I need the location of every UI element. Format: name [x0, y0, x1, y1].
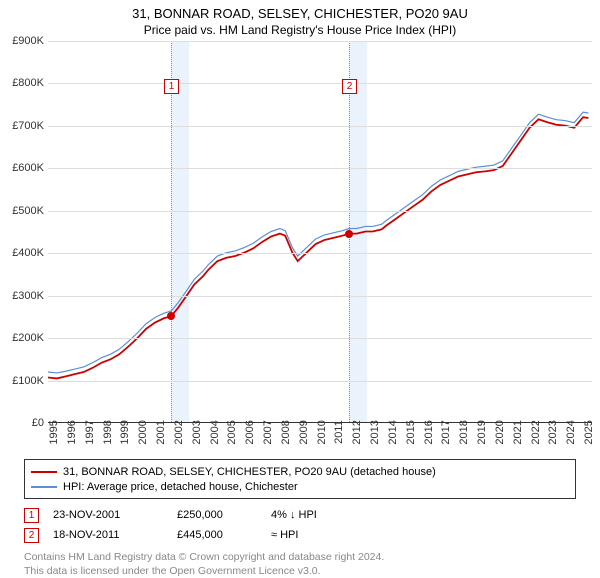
legend-label: 31, BONNAR ROAD, SELSEY, CHICHESTER, PO2…	[63, 466, 436, 478]
x-tick-label: 2024	[565, 413, 577, 437]
y-tick-label: £100K	[12, 375, 44, 387]
sale-hpi: ≈ HPI	[271, 529, 361, 541]
chart-title: 31, BONNAR ROAD, SELSEY, CHICHESTER, PO2…	[0, 0, 600, 21]
x-tick-label: 2021	[512, 413, 524, 437]
x-tick-label: 2018	[458, 413, 470, 437]
x-tick-label: 2013	[369, 413, 381, 437]
x-tick-label: 1998	[102, 413, 114, 437]
sale-row-marker: 1	[24, 508, 39, 523]
x-tick-label: 2011	[333, 413, 345, 437]
sale-price: £250,000	[177, 509, 257, 521]
sale-row: 2 18-NOV-2011 £445,000 ≈ HPI	[24, 525, 576, 545]
x-tick-label: 2003	[191, 413, 203, 437]
x-tick-label: 2015	[405, 413, 417, 437]
x-tick-label: 2004	[209, 413, 221, 437]
y-tick-label: £900K	[12, 35, 44, 47]
sale-hpi: 4% ↓ HPI	[271, 509, 361, 521]
y-tick-label: £700K	[12, 120, 44, 132]
sale-date: 18-NOV-2011	[53, 529, 163, 541]
y-tick-label: £300K	[12, 290, 44, 302]
legend-swatch	[31, 486, 57, 488]
x-tick-label: 2017	[440, 413, 452, 437]
y-gridline	[48, 126, 592, 127]
x-tick-label: 1995	[48, 413, 60, 437]
legend-label: HPI: Average price, detached house, Chic…	[63, 481, 298, 493]
sales-table: 1 23-NOV-2001 £250,000 4% ↓ HPI 2 18-NOV-2011…	[24, 505, 576, 545]
y-tick-label: £600K	[12, 162, 44, 174]
attribution-line1: Contains HM Land Registry data © Crown c…	[24, 551, 576, 565]
y-gridline	[48, 211, 592, 212]
x-tick-label: 2022	[530, 413, 542, 437]
sale-marker-point	[345, 230, 353, 238]
line-series-svg	[48, 41, 592, 422]
x-tick-label: 1997	[84, 413, 96, 437]
legend-swatch	[31, 471, 57, 473]
sale-marker-point	[167, 312, 175, 320]
y-axis: £0£100K£200K£300K£400K£500K£600K£700K£80…	[0, 41, 46, 422]
attribution-text: Contains HM Land Registry data © Crown c…	[24, 551, 576, 578]
y-gridline	[48, 253, 592, 254]
x-tick-label: 2008	[280, 413, 292, 437]
chart-subtitle: Price paid vs. HM Land Registry's House …	[0, 21, 600, 41]
y-gridline	[48, 41, 592, 42]
legend-box: 31, BONNAR ROAD, SELSEY, CHICHESTER, PO2…	[24, 459, 576, 499]
series-property	[48, 117, 588, 378]
plot-surface: 12	[48, 41, 592, 422]
y-tick-label: £500K	[12, 205, 44, 217]
x-tick-label: 2016	[423, 413, 435, 437]
sale-price: £445,000	[177, 529, 257, 541]
x-tick-label: 2009	[298, 413, 310, 437]
x-tick-label: 2001	[155, 413, 167, 437]
x-tick-label: 2010	[316, 413, 328, 437]
sale-row-marker: 2	[24, 528, 39, 543]
y-gridline	[48, 168, 592, 169]
y-gridline	[48, 381, 592, 382]
x-tick-label: 2025	[583, 413, 595, 437]
x-tick-label: 1999	[119, 413, 131, 437]
legend-row: 31, BONNAR ROAD, SELSEY, CHICHESTER, PO2…	[31, 464, 569, 479]
x-tick-label: 2019	[476, 413, 488, 437]
y-tick-label: £400K	[12, 247, 44, 259]
x-tick-label: 2012	[351, 413, 363, 437]
x-tick-label: 2020	[494, 413, 506, 437]
sale-row: 1 23-NOV-2001 £250,000 4% ↓ HPI	[24, 505, 576, 525]
y-tick-label: £800K	[12, 77, 44, 89]
x-tick-label: 1996	[66, 413, 78, 437]
sale-marker-label: 1	[164, 79, 179, 94]
y-gridline	[48, 338, 592, 339]
legend-row: HPI: Average price, detached house, Chic…	[31, 479, 569, 494]
y-tick-label: £0	[32, 417, 44, 429]
x-tick-label: 2007	[262, 413, 274, 437]
y-tick-label: £200K	[12, 332, 44, 344]
sale-marker-label: 2	[342, 79, 357, 94]
x-tick-label: 2000	[137, 413, 149, 437]
sale-date: 23-NOV-2001	[53, 509, 163, 521]
x-tick-label: 2023	[547, 413, 559, 437]
x-tick-label: 2006	[244, 413, 256, 437]
x-tick-label: 2002	[173, 413, 185, 437]
attribution-line2: This data is licensed under the Open Gov…	[24, 565, 576, 578]
x-tick-label: 2005	[226, 413, 238, 437]
x-axis: 1995199619971998199920002001200220032004…	[48, 423, 592, 455]
chart-plot-area: £0£100K£200K£300K£400K£500K£600K£700K£80…	[48, 41, 592, 423]
y-gridline	[48, 296, 592, 297]
y-gridline	[48, 83, 592, 84]
x-tick-label: 2014	[387, 413, 399, 437]
